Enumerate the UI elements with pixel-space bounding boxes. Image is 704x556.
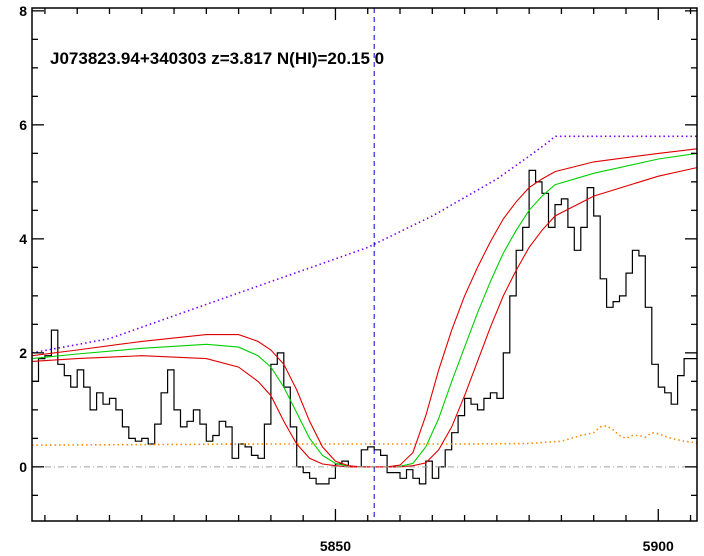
series-layer [32,135,697,485]
y-tick-label: 6 [19,117,27,133]
model-lower-series [32,167,697,468]
chart-title: J073823.94+340303 z=3.817 N(HI)=20.15 0 [50,49,384,68]
model-upper-series [32,148,697,468]
flux-step-series [32,169,697,485]
y-tick-label: 8 [19,3,27,19]
y-tick-label: 0 [19,459,27,475]
axes: 0 2 4 6 8 5850 5900 [19,3,698,554]
y-tick-label: 2 [19,345,27,361]
continuum-series [32,135,697,354]
reference-lines [32,8,697,521]
x-tick-label: 5850 [320,538,351,554]
y-tick-label: 4 [19,231,27,247]
x-tick-label: 5900 [643,538,674,554]
plot-frame [31,7,698,522]
